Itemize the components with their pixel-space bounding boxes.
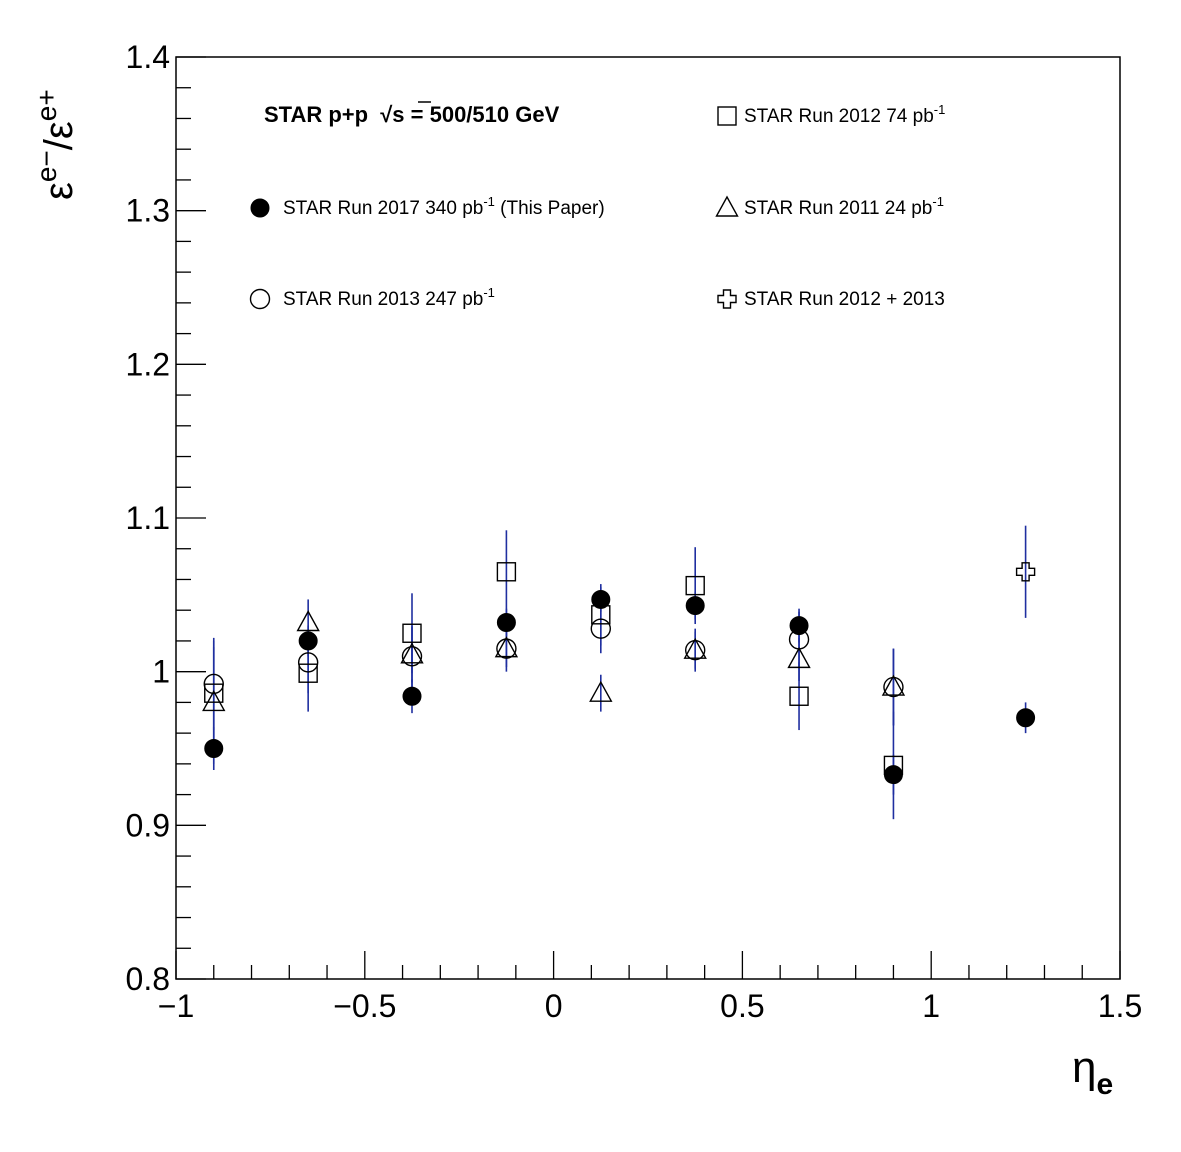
legend-entry-label: STAR Run 2013 247 pb-1 — [283, 285, 495, 310]
data-point-open-triangle — [202, 689, 226, 712]
data-point-open-triangle — [881, 674, 906, 696]
x-axis-title: ηe — [1072, 1043, 1113, 1101]
legend: STAR Run 2017 340 pb-1 (This Paper) STAR … — [249, 102, 945, 310]
data-point-open-square — [685, 575, 705, 596]
data-point-open-circle — [883, 676, 904, 698]
data-point-open-square — [298, 663, 318, 683]
data-point-filled-circle — [204, 739, 224, 758]
legend-entry-label: STAR Run 2012 74 pb-1 — [744, 102, 945, 127]
legend-entry-label: STAR Run 2012 + 2013 — [744, 289, 945, 310]
data-point-open-square — [789, 686, 809, 706]
x-tick-label: 0.5 — [720, 988, 764, 1024]
y-tick-label: 1.4 — [126, 39, 170, 75]
data-point-filled-circle — [685, 596, 705, 616]
x-tick-label: −1 — [158, 988, 194, 1024]
data-markers — [202, 562, 1036, 785]
data-point-open-square — [402, 623, 422, 643]
data-point-open-circle — [203, 673, 224, 695]
error-bars — [212, 525, 1027, 820]
data-point-open-circle — [401, 646, 423, 667]
data-point-filled-circle — [496, 612, 516, 632]
data-point-open-cross — [1015, 562, 1036, 582]
data-point-filled-circle — [883, 765, 903, 785]
data-point-open-circle — [590, 618, 611, 639]
x-tick-label: 1.5 — [1098, 988, 1142, 1024]
data-point-open-triangle — [683, 637, 707, 659]
legend-entry-label: STAR Run 2011 24 pb-1 — [744, 194, 944, 219]
data-point-open-circle — [297, 652, 319, 673]
data-point-open-circle — [685, 639, 706, 661]
y-tick-label: 1.2 — [126, 346, 170, 382]
y-tick-label: 1 — [152, 654, 170, 690]
data-point-open-triangle — [589, 680, 613, 702]
data-point-filled-circle — [402, 686, 422, 706]
data-point-open-square — [496, 562, 517, 582]
data-point-filled-circle — [591, 589, 611, 609]
data-point-open-circle — [496, 638, 517, 659]
data-point-open-triangle — [494, 636, 519, 658]
y-tick-label: 1.3 — [126, 193, 170, 229]
legend-marker-open-triangle — [715, 195, 739, 217]
legend-marker-filled-circle — [250, 198, 270, 218]
data-point-filled-circle — [1016, 708, 1036, 728]
data-point-filled-circle — [789, 616, 809, 636]
y-tick-label: 1.1 — [126, 500, 170, 536]
data-point-open-triangle — [400, 642, 424, 664]
x-tick-label: 1 — [922, 988, 940, 1024]
x-tick-label: 0 — [545, 988, 563, 1024]
y-tick-label: 0.9 — [126, 807, 170, 843]
legend-marker-open-circle — [249, 288, 271, 310]
chart-header: STAR p+p √s = 500/510 GeV — [264, 102, 560, 127]
legend-marker-open-square — [717, 106, 737, 126]
data-point-open-triangle — [787, 646, 811, 669]
legend-entry-label: STAR Run 2017 340 pb-1 (This Paper) — [283, 194, 605, 219]
axis-ticks — [175, 56, 1121, 980]
data-point-filled-circle — [298, 631, 318, 651]
data-point-open-triangle — [296, 610, 320, 632]
legend-marker-open-cross — [717, 289, 737, 309]
y-tick-label: 0.8 — [126, 961, 170, 997]
axis-tick-labels: −1 −0.5 0 0.5 1 1.5 0.8 0.9 1 1.1 1.2 1.3 1.4 — [126, 39, 1143, 1024]
data-point-open-square — [204, 683, 224, 703]
x-tick-label: −0.5 — [333, 988, 396, 1024]
plot-frame — [175, 56, 1121, 980]
y-axis-title: εe−/εe+ — [31, 89, 81, 200]
